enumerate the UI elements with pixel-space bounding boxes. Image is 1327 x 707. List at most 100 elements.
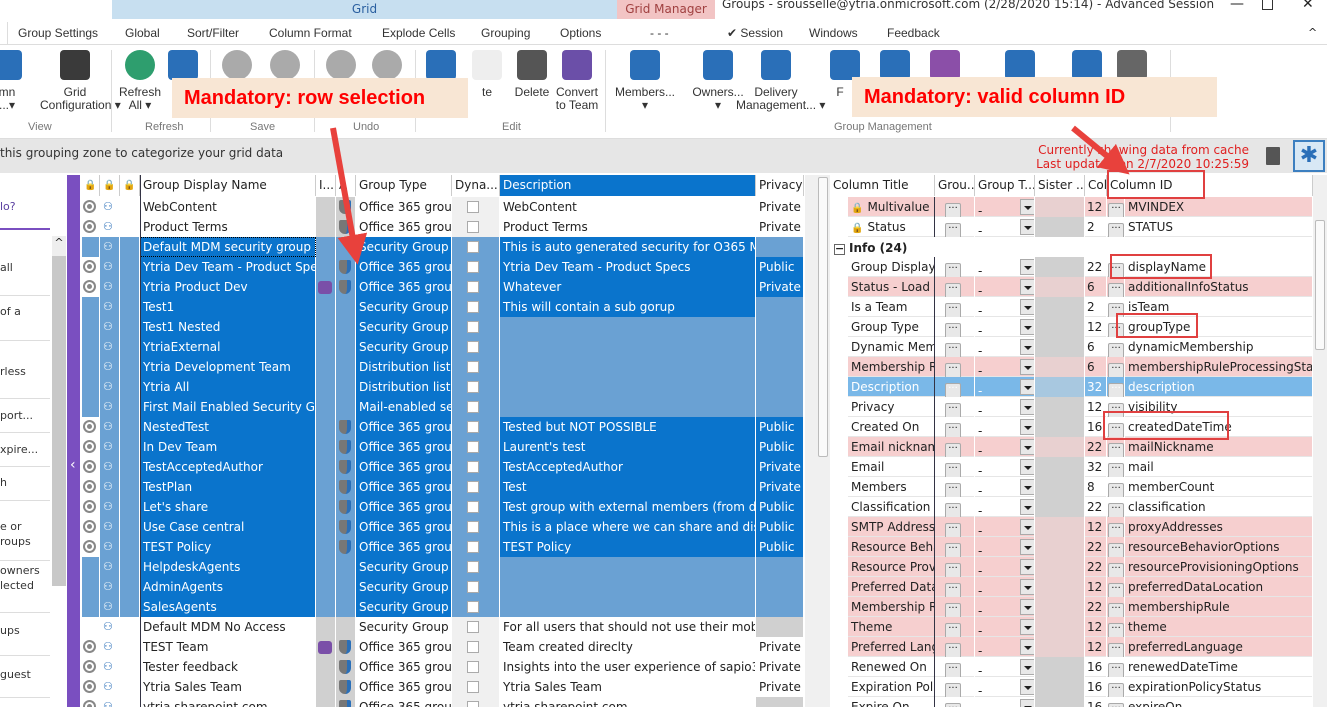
table-row[interactable]: ⚇ NestedTest Office 365 group Tested but NO… [82, 417, 804, 437]
dropdown-icon[interactable] [1020, 219, 1034, 235]
group-type-cell[interactable]: - [975, 257, 1035, 277]
radio-icon[interactable] [83, 520, 96, 533]
radio-icon[interactable] [83, 500, 96, 513]
table-row[interactable]: ⚇ HelpdeskAgents Security Group [82, 557, 804, 577]
group-name[interactable]: Default MDM No Access [140, 617, 316, 637]
radio-icon[interactable] [83, 440, 96, 453]
radio-icon[interactable] [83, 280, 96, 293]
ellipsis-button[interactable]: ··· [1108, 503, 1124, 517]
dropdown-icon[interactable] [1020, 579, 1034, 595]
radio-icon[interactable] [83, 640, 96, 653]
panel-column-header-0[interactable]: Column Title [830, 175, 935, 196]
group-type-cell[interactable]: - [975, 597, 1035, 617]
radio-cell[interactable] [82, 257, 100, 277]
ribbon-button-9[interactable]: te [472, 50, 502, 99]
column-header-4[interactable]: Dyna... [452, 175, 500, 196]
group-name[interactable]: Ytria Dev Team - Product Specs [140, 257, 316, 277]
ellipsis-button[interactable]: ··· [1108, 383, 1124, 397]
panel-row[interactable]: Dynamic Memb···-6···dynamicMembership [848, 337, 1313, 357]
group-type-cell[interactable]: - [975, 317, 1035, 337]
column-configuration-panel[interactable]: Column Title Grou... Group T... Sister ... C… [830, 175, 1313, 707]
dynamic-checkbox[interactable] [467, 381, 479, 393]
radio-icon[interactable] [83, 660, 96, 673]
radio-cell[interactable] [82, 477, 100, 497]
table-row[interactable]: ⚇ TestPlan Office 365 group Test Private [82, 477, 804, 497]
dropdown-icon[interactable] [1020, 519, 1034, 535]
dynamic-checkbox[interactable] [467, 261, 479, 273]
ribbon-button-12[interactable]: Members... ▾ [612, 50, 678, 112]
radio-cell[interactable] [82, 357, 100, 377]
trash-icon[interactable] [1266, 147, 1280, 165]
panel-row[interactable]: Email nickname···-22···mailNickname [848, 437, 1313, 457]
radio-cell[interactable] [82, 417, 100, 437]
radio-cell[interactable] [82, 437, 100, 457]
column-id[interactable]: resourceBehaviorOptions [1125, 537, 1313, 557]
table-row[interactable]: ⚇ Test1 Nested Security Group [82, 317, 804, 337]
close-button[interactable]: ✕ [1302, 0, 1314, 12]
dynamic-checkbox[interactable] [467, 421, 479, 433]
panel-row[interactable]: Preferred Data L···-12···preferredDataLo… [848, 577, 1313, 597]
table-row[interactable]: ⚇ Let's share Office 365 group Test group w… [82, 497, 804, 517]
radio-icon[interactable] [83, 420, 96, 433]
panel-column-header-3[interactable]: Sister ... [1035, 175, 1085, 196]
group-name[interactable]: SalesAgents [140, 597, 316, 617]
group-row-info[interactable]: − Info (24) [834, 238, 907, 258]
dropdown-icon[interactable] [1020, 439, 1034, 455]
group-type-cell[interactable]: - [975, 197, 1035, 217]
group-name[interactable]: Let's share [140, 497, 316, 517]
ellipsis-button[interactable]: ··· [945, 643, 961, 657]
group-name[interactable]: Test1 Nested [140, 317, 316, 337]
ellipsis-button[interactable]: ··· [1108, 263, 1124, 277]
ellipsis-button[interactable]: ··· [945, 363, 961, 377]
column-header-5[interactable]: Description [500, 175, 756, 196]
ellipsis-button[interactable]: ··· [945, 583, 961, 597]
ellipsis-button[interactable]: ··· [1108, 603, 1124, 617]
ellipsis-button[interactable]: ··· [1108, 683, 1124, 697]
sidebar-item-7[interactable]: e or roups [0, 520, 31, 548]
ellipsis-button[interactable]: ··· [945, 263, 961, 277]
ellipsis-button[interactable]: ··· [1108, 483, 1124, 497]
sidebar-item-5[interactable]: xpire... [0, 443, 39, 456]
dynamic-checkbox[interactable] [467, 361, 479, 373]
column-header-2[interactable]: A [336, 175, 356, 196]
panel-row[interactable]: Group Type ··· -12 ··· groupType [848, 317, 1313, 337]
column-id[interactable]: theme [1125, 617, 1313, 637]
ribbon-button-6[interactable] [326, 50, 356, 86]
ribbon-button-4[interactable] [222, 50, 252, 86]
group-type-cell[interactable]: - [975, 617, 1035, 637]
group-type-cell[interactable]: - [975, 417, 1035, 437]
group-name[interactable]: Ytria All [140, 377, 316, 397]
ellipsis-button[interactable]: ··· [1108, 423, 1124, 437]
radio-icon[interactable] [83, 220, 96, 233]
tab-3[interactable]: Column Format [269, 26, 352, 40]
table-row[interactable]: ⚇ Product Terms Office 365 group Product Te… [82, 217, 804, 237]
dynamic-checkbox[interactable] [467, 281, 479, 293]
group-type-cell[interactable]: - [975, 297, 1035, 317]
column-id[interactable]: expirationPolicyStatus [1125, 677, 1313, 697]
ellipsis-button[interactable]: ··· [945, 423, 961, 437]
group-type-cell[interactable]: - [975, 377, 1035, 397]
column-id[interactable]: dynamicMembership [1125, 337, 1313, 357]
ellipsis-button[interactable]: ··· [945, 523, 961, 537]
ellipsis-button[interactable]: ··· [945, 283, 961, 297]
sidebar-item-9[interactable]: ups [0, 624, 20, 637]
dynamic-checkbox[interactable] [467, 581, 479, 593]
table-row[interactable]: ⚇ First Mail Enabled Security Group Mail-e… [82, 397, 804, 417]
column-id[interactable]: additionalInfoStatus [1125, 277, 1313, 297]
group-type-cell[interactable]: - [975, 677, 1035, 697]
table-row[interactable]: ⚇ WebContent Office 365 group WebContent Pri… [82, 197, 804, 217]
panel-row[interactable]: 🔒Multivalue E:···-12···MVINDEX [848, 197, 1313, 217]
dropdown-icon[interactable] [1020, 699, 1034, 707]
tab-1[interactable]: Global [125, 26, 160, 40]
ribbon-button-3[interactable] [168, 50, 198, 86]
table-row[interactable]: ⚇ SalesAgents Security Group [82, 597, 804, 617]
sidebar-item-0[interactable]: lo? [0, 200, 16, 213]
radio-icon[interactable] [83, 460, 96, 473]
dropdown-icon[interactable] [1020, 379, 1034, 395]
group-type-cell[interactable]: - [975, 517, 1035, 537]
ribbon-button-13[interactable]: Owners... ▾ [688, 50, 748, 112]
radio-cell[interactable] [82, 517, 100, 537]
ribbon-button-14[interactable]: Delivery Management... ▾ [736, 50, 825, 112]
ribbon-button-2[interactable]: Refresh All ▾ [118, 50, 162, 112]
sidebar-item-1[interactable]: all [0, 261, 13, 274]
